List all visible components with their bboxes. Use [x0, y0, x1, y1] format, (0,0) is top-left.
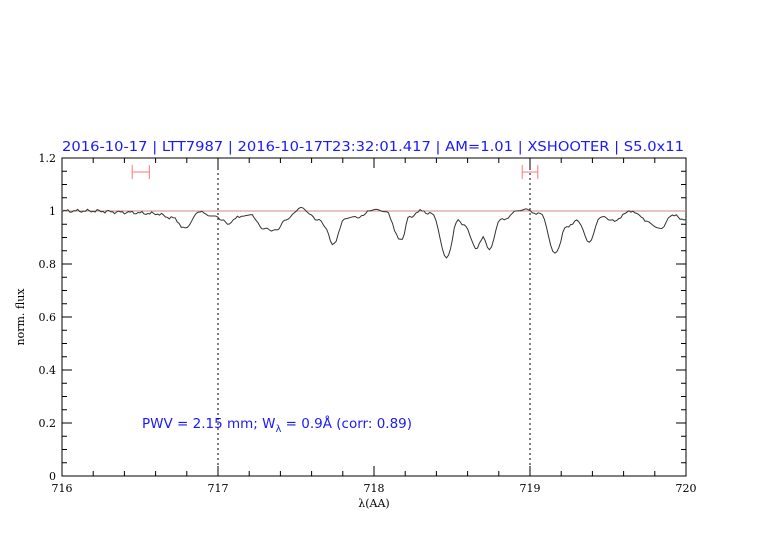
- x-tick-label: 717: [208, 482, 229, 495]
- x-tick-label: 719: [520, 482, 541, 495]
- y-axis-label: norm. flux: [14, 288, 27, 346]
- y-tick-label: 0.2: [39, 417, 57, 430]
- chart-title: 2016-10-17 | LTT7987 | 2016-10-17T23:32:…: [62, 139, 684, 155]
- y-tick-label: 0: [49, 470, 56, 483]
- plot-frame: [61, 157, 687, 477]
- x-tick-label: 718: [364, 482, 385, 495]
- y-tick-label: 0.6: [39, 311, 57, 324]
- pwv-annotation: PWV = 2.15 mm; Wλ = 0.9Å (corr: 0.89): [142, 415, 412, 435]
- y-tick-label: 0.8: [39, 258, 57, 271]
- fit-range-marker: [521, 165, 539, 180]
- fit-range-marker: [131, 165, 150, 180]
- x-tick-label: 720: [676, 482, 697, 495]
- x-axis-label: λ(AA): [358, 497, 389, 510]
- x-tick-label: 716: [52, 482, 73, 495]
- y-tick-label: 1: [49, 205, 56, 218]
- y-tick-label: 1.2: [39, 152, 57, 165]
- y-tick-label: 0.4: [39, 364, 57, 377]
- spectrum-line: [61, 206, 687, 259]
